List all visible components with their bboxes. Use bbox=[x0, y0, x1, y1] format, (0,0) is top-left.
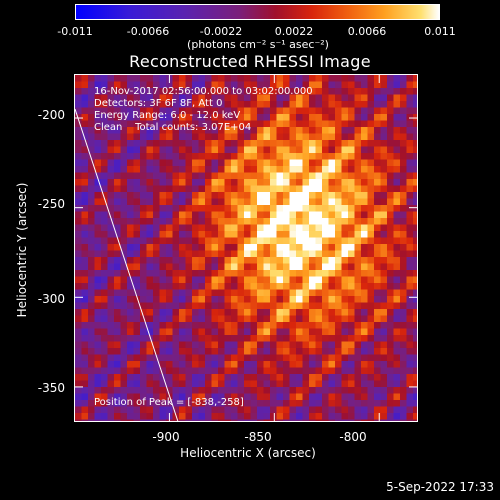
annotation-peak-position: Position of Peak = [-838,-258] bbox=[94, 397, 244, 408]
colorbar-unit-label: (photons cm⁻² s⁻¹ asec⁻²) bbox=[187, 38, 329, 51]
x-axis-label: Heliocentric X (arcsec) bbox=[180, 446, 316, 460]
x-tick-label: -850 bbox=[244, 430, 272, 444]
annotation-clean-counts: Clean Total counts: 3.07E+04 bbox=[94, 122, 252, 133]
plot-area bbox=[74, 74, 418, 422]
footer-date: 5-Sep-2022 17:33 bbox=[386, 480, 494, 494]
y-tick-label: -350 bbox=[37, 381, 65, 395]
annotation-energy-range: Energy Range: 6.0 - 12.0 keV bbox=[94, 110, 241, 121]
annotation-time-range: 16-Nov-2017 02:56:00.000 to 03:02:00.000 bbox=[94, 86, 313, 97]
colorbar-tick-label: 0.0066 bbox=[347, 25, 387, 38]
colorbar-tick-label: 0.011 bbox=[424, 25, 456, 38]
y-tick-label: -200 bbox=[37, 108, 65, 122]
colorbar-tick-label: 0.0022 bbox=[274, 25, 314, 38]
heatmap-image bbox=[75, 75, 417, 421]
y-tick-label: -300 bbox=[37, 292, 65, 306]
x-tick-label: -900 bbox=[152, 430, 180, 444]
x-tick-label: -800 bbox=[339, 430, 367, 444]
y-axis-label: Heliocentric Y (arcsec) bbox=[15, 182, 29, 318]
colorbar-tick-label: -0.0066 bbox=[126, 25, 170, 38]
solar-limb-line bbox=[75, 108, 179, 421]
chart-title: Reconstructed RHESSI Image bbox=[129, 52, 371, 71]
annotation-detectors: Detectors: 3F 6F 8F, Att 0 bbox=[94, 98, 223, 109]
colorbar-tick-label: -0.011 bbox=[57, 25, 93, 38]
colorbar bbox=[75, 4, 440, 20]
colorbar-tick-label: -0.0022 bbox=[199, 25, 243, 38]
y-tick-label: -250 bbox=[37, 197, 65, 211]
